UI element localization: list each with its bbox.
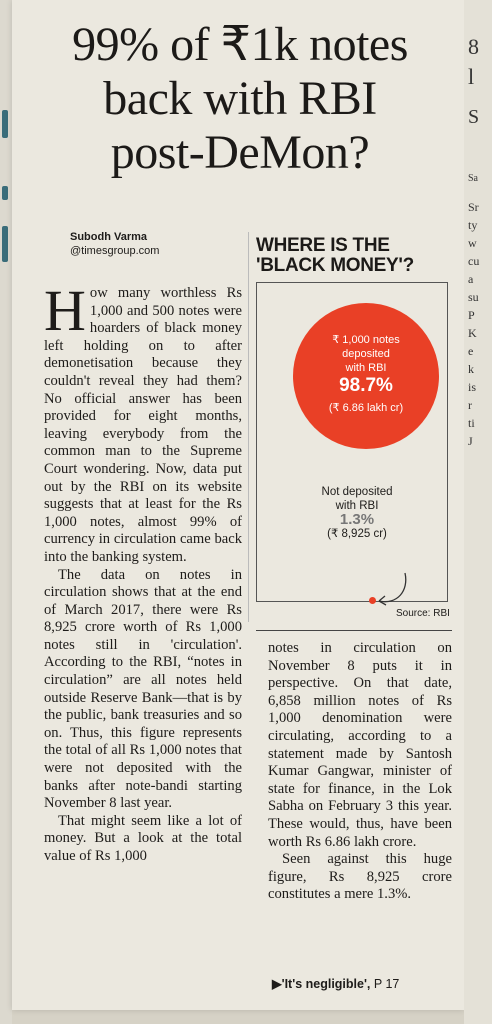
not-deposited-label: Not deposited (321, 486, 393, 498)
teaser-page: P 17 (370, 977, 400, 991)
paragraph: notes in circulation on November 8 puts … (268, 640, 452, 850)
byline-email: @timesgroup.com (70, 245, 160, 257)
teaser-text: ▶'It's negligible', (272, 977, 371, 991)
infographic-title: WHERE IS THE 'BLACK MONEY'? (256, 236, 452, 276)
byline: Subodh Varma @timesgroup.com (70, 230, 159, 258)
source-note: Source: RBI (396, 608, 450, 619)
deposited-label: ₹ 1,000 notes deposited with RBI (293, 333, 439, 375)
fragment: l (468, 64, 475, 89)
infographic-box: ₹ 1,000 notes deposited with RBI 98.7% (… (256, 282, 448, 606)
fragment: e (468, 344, 474, 358)
margin-mark (2, 186, 8, 200)
not-deposited-block: Not deposited with RBI 1.3% (₹ 8,925 cr) (297, 485, 417, 541)
paragraph: Seen against this huge figure, Rs 8,925 … (268, 851, 452, 903)
infographic: WHERE IS THE 'BLACK MONEY'? ₹ 1,000 note… (256, 236, 452, 628)
headline-line: 99% of ₹1k notes (72, 18, 408, 71)
deposited-circle: ₹ 1,000 notes deposited with RBI 98.7% (… (293, 303, 439, 449)
fragment: k (468, 362, 474, 376)
headline-line: post-DeMon? (110, 126, 370, 179)
fragment: J (468, 434, 473, 448)
deposited-percent: 98.7% (339, 375, 393, 396)
headline: 99% of ₹1k notes back with RBI post-DeMo… (30, 18, 450, 180)
drop-cap: H (44, 278, 86, 343)
not-deposited-label: with RBI (335, 500, 379, 512)
margin-mark (2, 110, 8, 138)
article-column-2: notes in circulation on November 8 puts … (268, 640, 452, 904)
headline-line: back with RBI (103, 72, 377, 125)
byline-author: Subodh Varma (70, 231, 148, 243)
fragment: S (468, 106, 480, 128)
curved-arrow-icon (378, 572, 407, 606)
fragment: is (468, 380, 477, 394)
paragraph: That might seem like a lot of money. But… (44, 812, 242, 864)
not-deposited-dot (369, 597, 376, 604)
fragment: cu (468, 254, 480, 268)
not-deposited-value: (₹ 8,925 cr) (327, 528, 387, 540)
not-deposited-percent: 1.3% (339, 511, 375, 528)
fragment: Sa (468, 173, 478, 184)
fragment: su (468, 290, 479, 304)
fragment: ty (468, 218, 478, 232)
paragraph: The data on notes in circulation shows t… (44, 566, 242, 812)
newspaper-page (12, 0, 464, 1010)
fragment: 8 (468, 34, 479, 59)
fragment: ti (468, 416, 475, 430)
fragment: Sr (468, 200, 479, 214)
adjacent-page-strip (0, 0, 12, 1024)
deposited-label-line: ₹ 1,000 notes (332, 334, 400, 346)
column-divider (248, 232, 249, 622)
deposited-label-line: with RBI (345, 362, 387, 374)
infographic-title-line: WHERE IS THE (256, 235, 390, 256)
article-column-1: H ow many worthless Rs 1,000 and 500 not… (44, 278, 242, 866)
deposited-label-line: deposited (342, 348, 390, 360)
section-divider (256, 630, 452, 631)
infographic-title-line: 'BLACK MONEY'? (256, 255, 414, 276)
continued-teaser: ▶'It's negligible', P 17 (272, 976, 399, 991)
deposited-value: (₹ 6.86 lakh cr) (328, 402, 404, 414)
fragment: w (468, 236, 477, 250)
fragment: K (468, 326, 477, 340)
paragraph: ow many worthless Rs 1,000 and 500 notes… (44, 285, 242, 565)
fragment: r (468, 398, 472, 412)
adjacent-column-fragments: 8 l S Sa Sr ty w cu a su P K e k is r ti… (464, 0, 492, 1024)
margin-mark (2, 226, 8, 262)
fragment: P (468, 308, 475, 322)
fragment: a (468, 272, 474, 286)
